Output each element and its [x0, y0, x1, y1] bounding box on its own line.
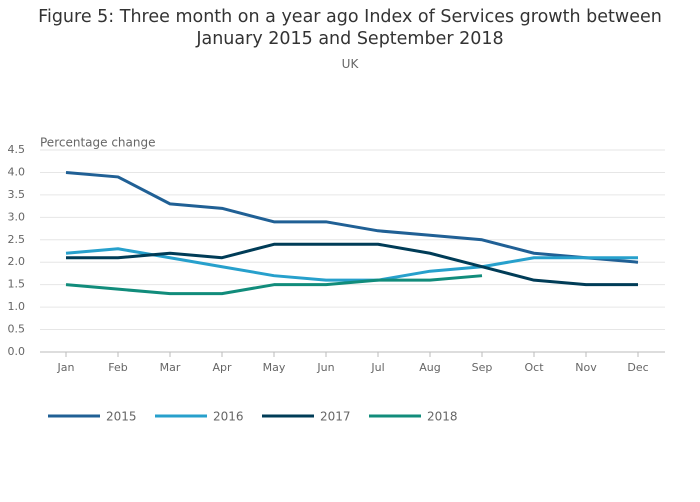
y-tick-label: 3.0: [8, 210, 26, 223]
series-line: [66, 242, 638, 287]
chart-title: Figure 5: Three month on a year ago Inde…: [38, 7, 662, 49]
x-tick-label: May: [263, 361, 286, 374]
x-tick-label: Jun: [316, 361, 334, 374]
x-tick-label: Sep: [472, 361, 493, 374]
x-tick-label: Jan: [57, 361, 75, 374]
x-tick-label: Mar: [160, 361, 181, 374]
y-tick-label: 2.0: [8, 255, 26, 268]
x-tick-label: Dec: [627, 361, 648, 374]
legend-label: 2015: [106, 410, 137, 424]
legend-label: 2017: [320, 410, 351, 424]
series-line: [65, 247, 638, 282]
x-tick-label: Jul: [370, 361, 384, 374]
x-tick-label: Oct: [524, 361, 544, 374]
series-line: [65, 170, 639, 264]
y-tick-label: 2.5: [8, 233, 26, 246]
y-tick-label: 1.0: [8, 300, 26, 313]
x-tick-label: Nov: [575, 361, 597, 374]
series-line: [65, 274, 483, 296]
y-tick-label: 0.5: [8, 323, 26, 336]
y-tick-label: 3.5: [8, 188, 26, 201]
y-tick-label: 4.5: [8, 143, 26, 156]
x-tick-label: Apr: [212, 361, 232, 374]
legend-label: 2018: [427, 410, 458, 424]
chart-subtitle: UK: [341, 57, 359, 71]
legend-label: 2016: [213, 410, 244, 424]
x-tick-label: Aug: [419, 361, 440, 374]
y-tick-label: 0.0: [8, 345, 26, 358]
y-axis-label: Percentage change: [40, 136, 155, 150]
x-tick-label: Feb: [108, 361, 127, 374]
y-tick-label: 4.0: [8, 165, 26, 178]
y-tick-label: 1.5: [8, 278, 26, 291]
